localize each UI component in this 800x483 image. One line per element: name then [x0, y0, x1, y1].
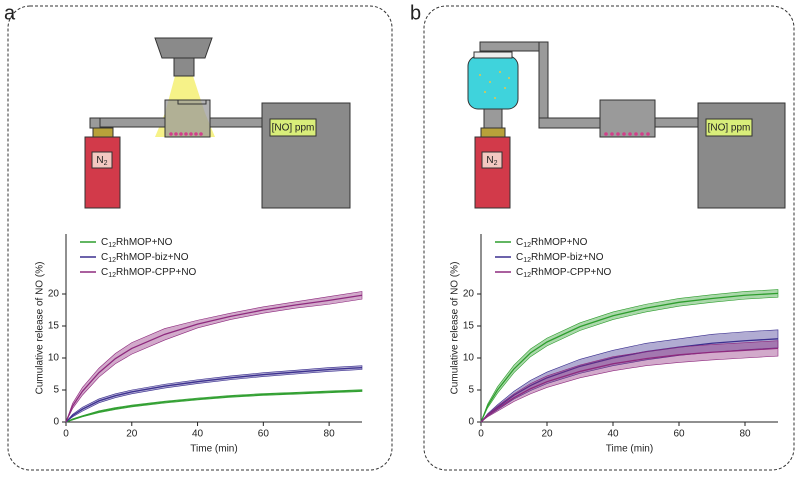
detector-label: [NO] ppm [272, 123, 315, 134]
y-tick-label: 20 [48, 289, 60, 300]
setup-diagram [467, 41, 786, 209]
y-tick-label: 15 [48, 321, 60, 332]
setup-diagram [84, 37, 351, 209]
panel-frame [7, 5, 393, 471]
y-tick-label: 10 [463, 353, 475, 364]
line [65, 366, 363, 423]
x-tick-label: 40 [192, 429, 204, 440]
legend-label: C12RhMOP-CPP+NO [101, 267, 197, 280]
x-tick-label: 20 [126, 429, 138, 440]
y-tick-label: 15 [463, 321, 475, 332]
y-tick-label: 5 [53, 385, 59, 396]
legend-label: C12RhMOP-biz+NO [516, 252, 604, 265]
x-tick-label: 80 [739, 429, 751, 440]
legend-label: C12RhMOP-CPP+NO [516, 267, 612, 280]
legend-label: C12RhMOP-biz+NO [101, 252, 189, 265]
x-axis-label: Time (min) [606, 444, 653, 455]
x-tick-label: 80 [324, 429, 336, 440]
x-tick-label: 40 [607, 429, 619, 440]
legend-label: C12RhMOP+NO [101, 237, 173, 250]
x-tick-label: 0 [478, 429, 484, 440]
error-band [65, 365, 363, 423]
detector-label: [NO] ppm [708, 123, 751, 134]
x-axis-label: Time (min) [190, 444, 237, 455]
panel-frame [423, 5, 795, 471]
panel-label: a [4, 2, 16, 24]
y-axis-label: Cumulative release of NO (%) [450, 262, 461, 395]
y-tick-label: 10 [48, 353, 60, 364]
x-tick-label: 20 [541, 429, 553, 440]
error-band [65, 291, 363, 423]
y-tick-label: 20 [463, 289, 475, 300]
line [480, 292, 779, 423]
line [480, 338, 779, 423]
x-tick-label: 60 [258, 429, 270, 440]
gas-label: N2 [486, 155, 497, 168]
line [480, 347, 779, 423]
legend-label: C12RhMOP+NO [516, 237, 588, 250]
x-tick-label: 60 [673, 429, 685, 440]
error-band [65, 389, 363, 423]
panel-label: b [410, 2, 421, 24]
y-tick-label: 0 [53, 417, 59, 428]
line [65, 294, 363, 423]
y-axis-label: Cumulative release of NO (%) [35, 262, 46, 395]
gas-label: N2 [96, 155, 107, 168]
y-tick-label: 0 [468, 417, 474, 428]
line [65, 389, 363, 423]
x-tick-label: 0 [63, 429, 69, 440]
y-tick-label: 5 [468, 385, 474, 396]
